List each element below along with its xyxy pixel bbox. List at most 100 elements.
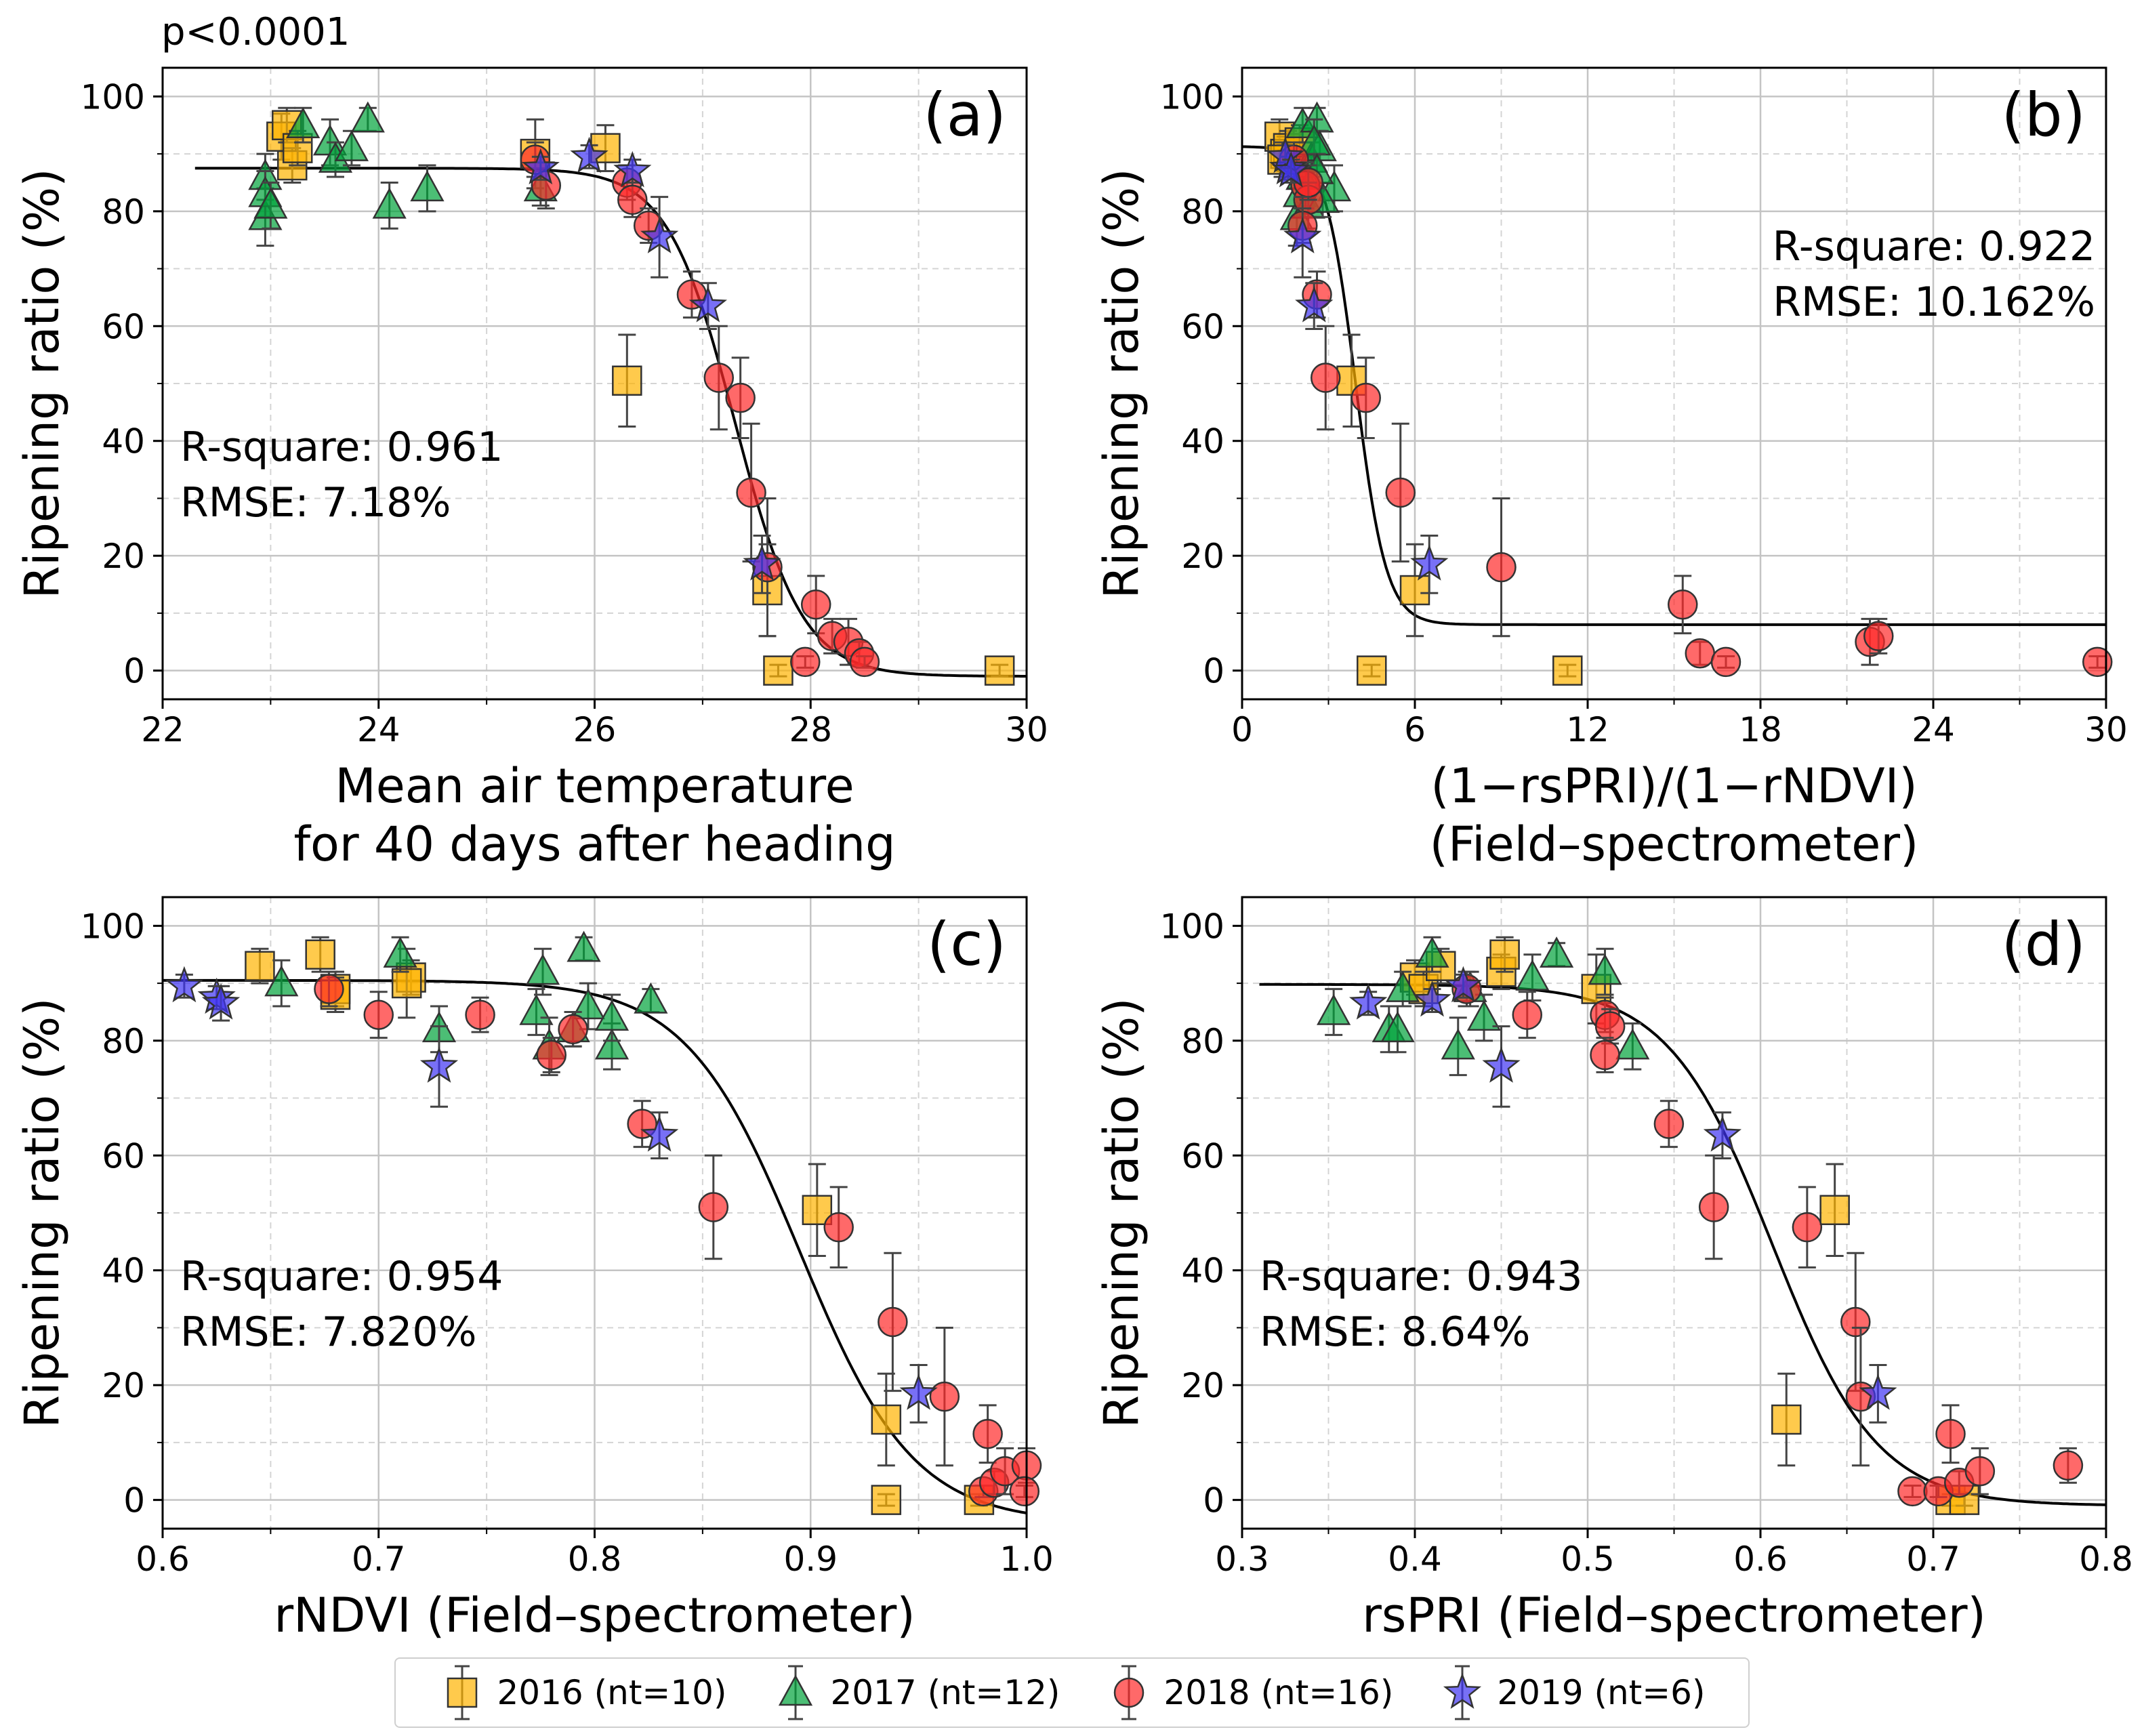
data-point-2016 [1489, 939, 1520, 970]
x-tick-label: 30 [2084, 710, 2128, 749]
legend: 2016 (nt=10) 2017 (nt=12) 2018 (nt=16) 2019… [394, 1657, 1750, 1728]
data-point-2018 [1311, 363, 1341, 393]
panel-label: (d) [2001, 909, 2086, 979]
data-point-2017 [571, 988, 606, 1020]
x-tick-label: 0.7 [1906, 1539, 1960, 1579]
data-point-2016 [1399, 575, 1430, 606]
data-point-2019 [743, 544, 781, 581]
data-point-2019 [640, 217, 679, 253]
fit-curve [1259, 983, 2107, 1506]
data-point-2017 [1588, 953, 1622, 985]
x-tick-label: 30 [1005, 710, 1048, 749]
data-point-2018 [1710, 646, 1741, 678]
panel-label: (c) [927, 909, 1006, 979]
y-tick-label: 100 [1160, 77, 1224, 117]
data-point-2018 [465, 999, 495, 1030]
data-point-2018 [1964, 1456, 1996, 1487]
data-point-2017 [1615, 1028, 1650, 1060]
y-tick-label: 100 [81, 907, 145, 946]
data-point-2017 [410, 170, 445, 202]
data-point-2018 [363, 999, 394, 1030]
legend-label: 2019 (nt=6) [1497, 1673, 1706, 1712]
y-tick-label: 100 [1160, 907, 1224, 946]
data-point-2016 [871, 1485, 902, 1515]
data-point-2017 [525, 953, 560, 985]
data-point-2019 [201, 983, 241, 1020]
data-point-2016 [305, 939, 335, 970]
data-point-2017 [350, 101, 385, 133]
data-point-2018 [617, 184, 648, 215]
x-tick-label: 0.8 [2079, 1539, 2133, 1579]
legend-marker [1443, 1672, 1482, 1709]
y-axis-title: Ripening ratio (%) [1094, 168, 1149, 598]
data-point-2019 [521, 148, 560, 185]
y-tick-label: 40 [102, 422, 145, 461]
x-tick-label: 0.6 [136, 1539, 190, 1579]
data-point-2018 [1935, 1418, 1966, 1449]
legend-item-2018: 2018 (nt=16) [1105, 1662, 1393, 1723]
p-value-annotation: p<0.0001 [161, 10, 350, 54]
data-point-2016 [245, 951, 275, 981]
data-point-2017 [594, 1028, 630, 1060]
legend-item-2017: 2017 (nt=12) [772, 1662, 1060, 1723]
legend-item-2016: 2016 (nt=10) [438, 1662, 726, 1723]
x-axis-title: Mean air temperature [335, 758, 854, 814]
data-point-2018 [849, 646, 880, 678]
data-point-2018 [1792, 1212, 1823, 1243]
x-tick-label: 12 [1566, 710, 1609, 749]
x-tick-label: 0.7 [352, 1539, 406, 1579]
x-tick-label: 24 [1912, 710, 1955, 749]
data-point-2019 [1410, 544, 1449, 581]
data-point-2018 [1590, 1039, 1620, 1071]
y-tick-label: 20 [102, 537, 145, 576]
chart-panel-1: 22 24 26 28 30 0 20 40 60 80 100 Mean air temperatu… [14, 66, 1048, 872]
x-tick-label: 0.5 [1561, 1539, 1615, 1579]
y-tick-label: 80 [1181, 192, 1224, 232]
data-point-2018 [823, 1212, 854, 1243]
legend-marker [779, 1674, 813, 1706]
data-point-2018 [800, 589, 831, 620]
data-point-2019 [640, 1115, 679, 1152]
data-point-2018 [1863, 621, 1894, 652]
y-axis-title: Ripening ratio (%) [14, 997, 70, 1428]
data-point-2016 [391, 968, 422, 999]
y-axis-title: Ripening ratio (%) [14, 168, 70, 598]
data-point-2019 [1283, 217, 1322, 253]
chart-panel-3: 0.6 0.7 0.8 0.9 1.0 0 20 40 60 80 100 rNDVI (Field–… [14, 896, 1054, 1643]
data-point-2019 [1413, 980, 1451, 1017]
x-axis-title: for 40 days after heading [293, 817, 895, 872]
y-tick-label: 0 [123, 652, 145, 691]
fit-curve [1242, 145, 2106, 626]
y-tick-label: 60 [1181, 307, 1224, 346]
data-point-2017 [594, 999, 630, 1031]
legend-marker [447, 1677, 478, 1708]
y-tick-label: 40 [1181, 422, 1224, 461]
data-point-2018 [1897, 1476, 1928, 1507]
fit-statistic: RMSE: 7.820% [180, 1308, 477, 1356]
triangle-marker-icon [779, 1665, 813, 1720]
fit-statistic: RMSE: 8.64% [1260, 1308, 1530, 1356]
panel-label: (a) [923, 80, 1006, 150]
data-point-2017 [372, 187, 407, 219]
data-point-2016 [984, 655, 1015, 686]
star-marker-icon [1443, 1665, 1482, 1720]
fit-statistic: R-square: 0.954 [180, 1253, 503, 1300]
data-point-2019 [1295, 286, 1334, 323]
x-tick-label: 0.9 [783, 1539, 838, 1579]
x-axis-title: rNDVI (Field–spectrometer) [274, 1588, 915, 1643]
y-tick-label: 20 [1181, 1366, 1224, 1405]
data-point-2017 [1386, 970, 1420, 1002]
data-point-2019 [688, 286, 728, 323]
data-point-2017 [1515, 959, 1550, 991]
data-point-2017 [1380, 1011, 1415, 1043]
x-tick-label: 0.4 [1388, 1539, 1442, 1579]
x-tick-label: 24 [357, 710, 400, 749]
data-point-2016 [763, 655, 793, 686]
data-point-2016 [1819, 1195, 1850, 1226]
x-tick-label: 0 [1231, 710, 1253, 749]
x-tick-label: 0.8 [568, 1539, 622, 1579]
square-marker-icon [447, 1665, 478, 1720]
data-point-2017 [253, 187, 288, 219]
x-axis-title: (1−rsPRI)/(1−rNDVI) [1430, 758, 1917, 814]
